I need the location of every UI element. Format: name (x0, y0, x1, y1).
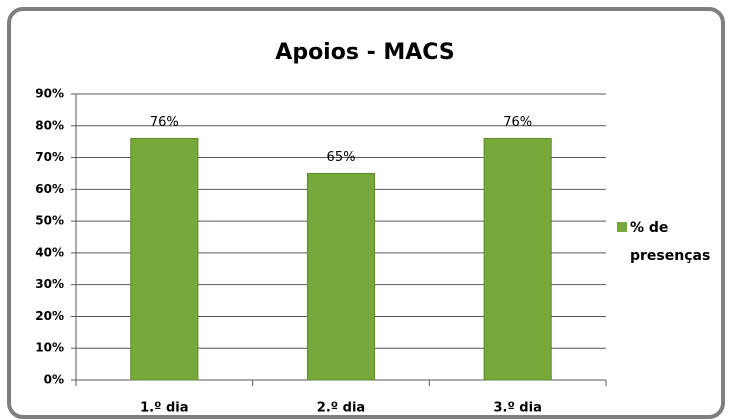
y-tick-label: 30% (35, 277, 64, 291)
y-tick-label: 80% (35, 118, 64, 132)
y-tick-label: 10% (35, 341, 64, 355)
y-tick-label: 0% (44, 373, 64, 387)
legend-label: % de presenças (630, 220, 711, 264)
y-tick-label: 20% (35, 309, 64, 323)
bar (483, 137, 552, 381)
legend-swatch (617, 222, 627, 232)
y-tick-label: 60% (35, 182, 64, 196)
x-tick-label: 2.º dia (317, 401, 365, 416)
y-tick-label: 50% (35, 214, 64, 228)
bar (130, 137, 199, 381)
bar (306, 172, 376, 381)
y-tick-label: 40% (35, 245, 64, 259)
data-label: 76% (150, 115, 179, 130)
y-tick-label: 70% (35, 150, 64, 164)
x-tick-label: 3.º dia (493, 401, 541, 416)
data-label: 65% (327, 150, 356, 165)
data-label: 76% (503, 115, 532, 130)
x-tick-label: 1.º dia (140, 401, 188, 416)
chart-title: Apoios - MACS (275, 40, 454, 65)
y-tick-label: 90% (35, 87, 64, 101)
